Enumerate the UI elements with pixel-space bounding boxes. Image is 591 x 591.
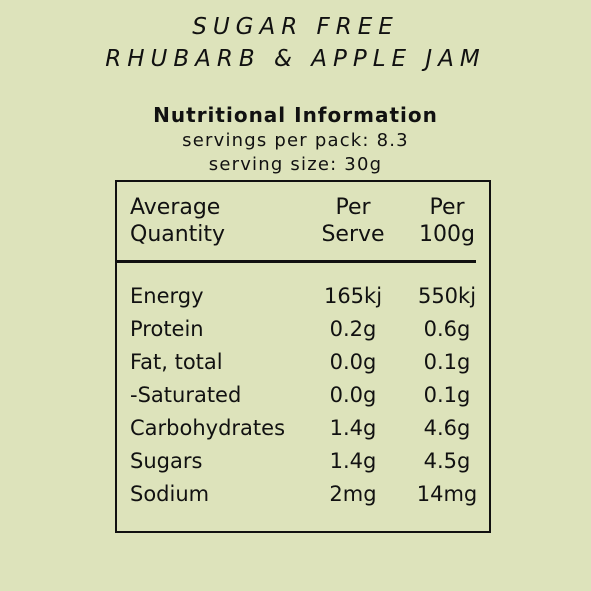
- table-row-fat-total: Fat, total 0.0g 0.1g: [117, 346, 489, 378]
- row-name: Sodium: [130, 482, 210, 506]
- row-name: Fat, total: [130, 350, 223, 374]
- servings-per-pack: servings per pack: 8.3: [182, 130, 409, 151]
- header-per-serve-line-2: Serve: [321, 222, 385, 247]
- row-per-serve: 0.0g: [329, 350, 377, 374]
- header-average-quantity: Average Quantity: [130, 194, 225, 248]
- row-per-100g: 0.6g: [423, 317, 471, 341]
- header-per-100g-line-2: 100g: [419, 222, 475, 247]
- table-row-sugars: Sugars 1.4g 4.5g: [117, 445, 489, 477]
- table-row-saturated: -Saturated 0.0g 0.1g: [117, 379, 489, 411]
- table-row-sodium: Sodium 2mg 14mg: [117, 478, 489, 510]
- header-average-quantity-line-2: Quantity: [130, 222, 226, 247]
- row-per-serve: 1.4g: [329, 416, 377, 440]
- row-per-serve: 1.4g: [329, 449, 377, 473]
- serving-size: serving size: 30g: [208, 154, 383, 175]
- row-per-serve: 2mg: [329, 482, 377, 506]
- row-per-serve: 165kj: [323, 284, 383, 308]
- row-per-100g: 4.5g: [423, 449, 471, 473]
- row-per-100g: 4.6g: [423, 416, 471, 440]
- row-per-100g: 14mg: [416, 482, 478, 506]
- header-per-serve-line-1: Per: [335, 195, 371, 220]
- row-per-100g: 550kj: [417, 284, 477, 308]
- row-per-100g: 0.1g: [423, 383, 471, 407]
- row-per-serve: 0.2g: [329, 317, 377, 341]
- header-per-100g: Per 100g: [407, 194, 487, 248]
- row-per-serve: 0.0g: [329, 383, 377, 407]
- header-per-serve: Per Serve: [309, 194, 397, 248]
- table-row-carbohydrates: Carbohydrates 1.4g 4.6g: [117, 412, 489, 444]
- row-name: Protein: [130, 317, 204, 341]
- header-divider: [117, 260, 476, 263]
- header-per-100g-line-1: Per: [429, 195, 465, 220]
- table-row-energy: Energy 165kj 550kj: [117, 280, 489, 312]
- nutrition-heading: Nutritional Information: [153, 103, 438, 127]
- product-title-line-1: SUGAR FREE: [192, 14, 399, 40]
- product-title-line-2: RHUBARB & APPLE JAM: [105, 46, 486, 72]
- row-name: -Saturated: [130, 383, 242, 407]
- row-name: Carbohydrates: [130, 416, 286, 440]
- row-per-100g: 0.1g: [423, 350, 471, 374]
- table-row-protein: Protein 0.2g 0.6g: [117, 313, 489, 345]
- row-name: Energy: [130, 284, 204, 308]
- header-average-quantity-line-1: Average: [130, 195, 221, 220]
- nutrition-panel: Average Quantity Per Serve Per 100g Ener…: [115, 180, 491, 533]
- row-name: Sugars: [130, 449, 203, 473]
